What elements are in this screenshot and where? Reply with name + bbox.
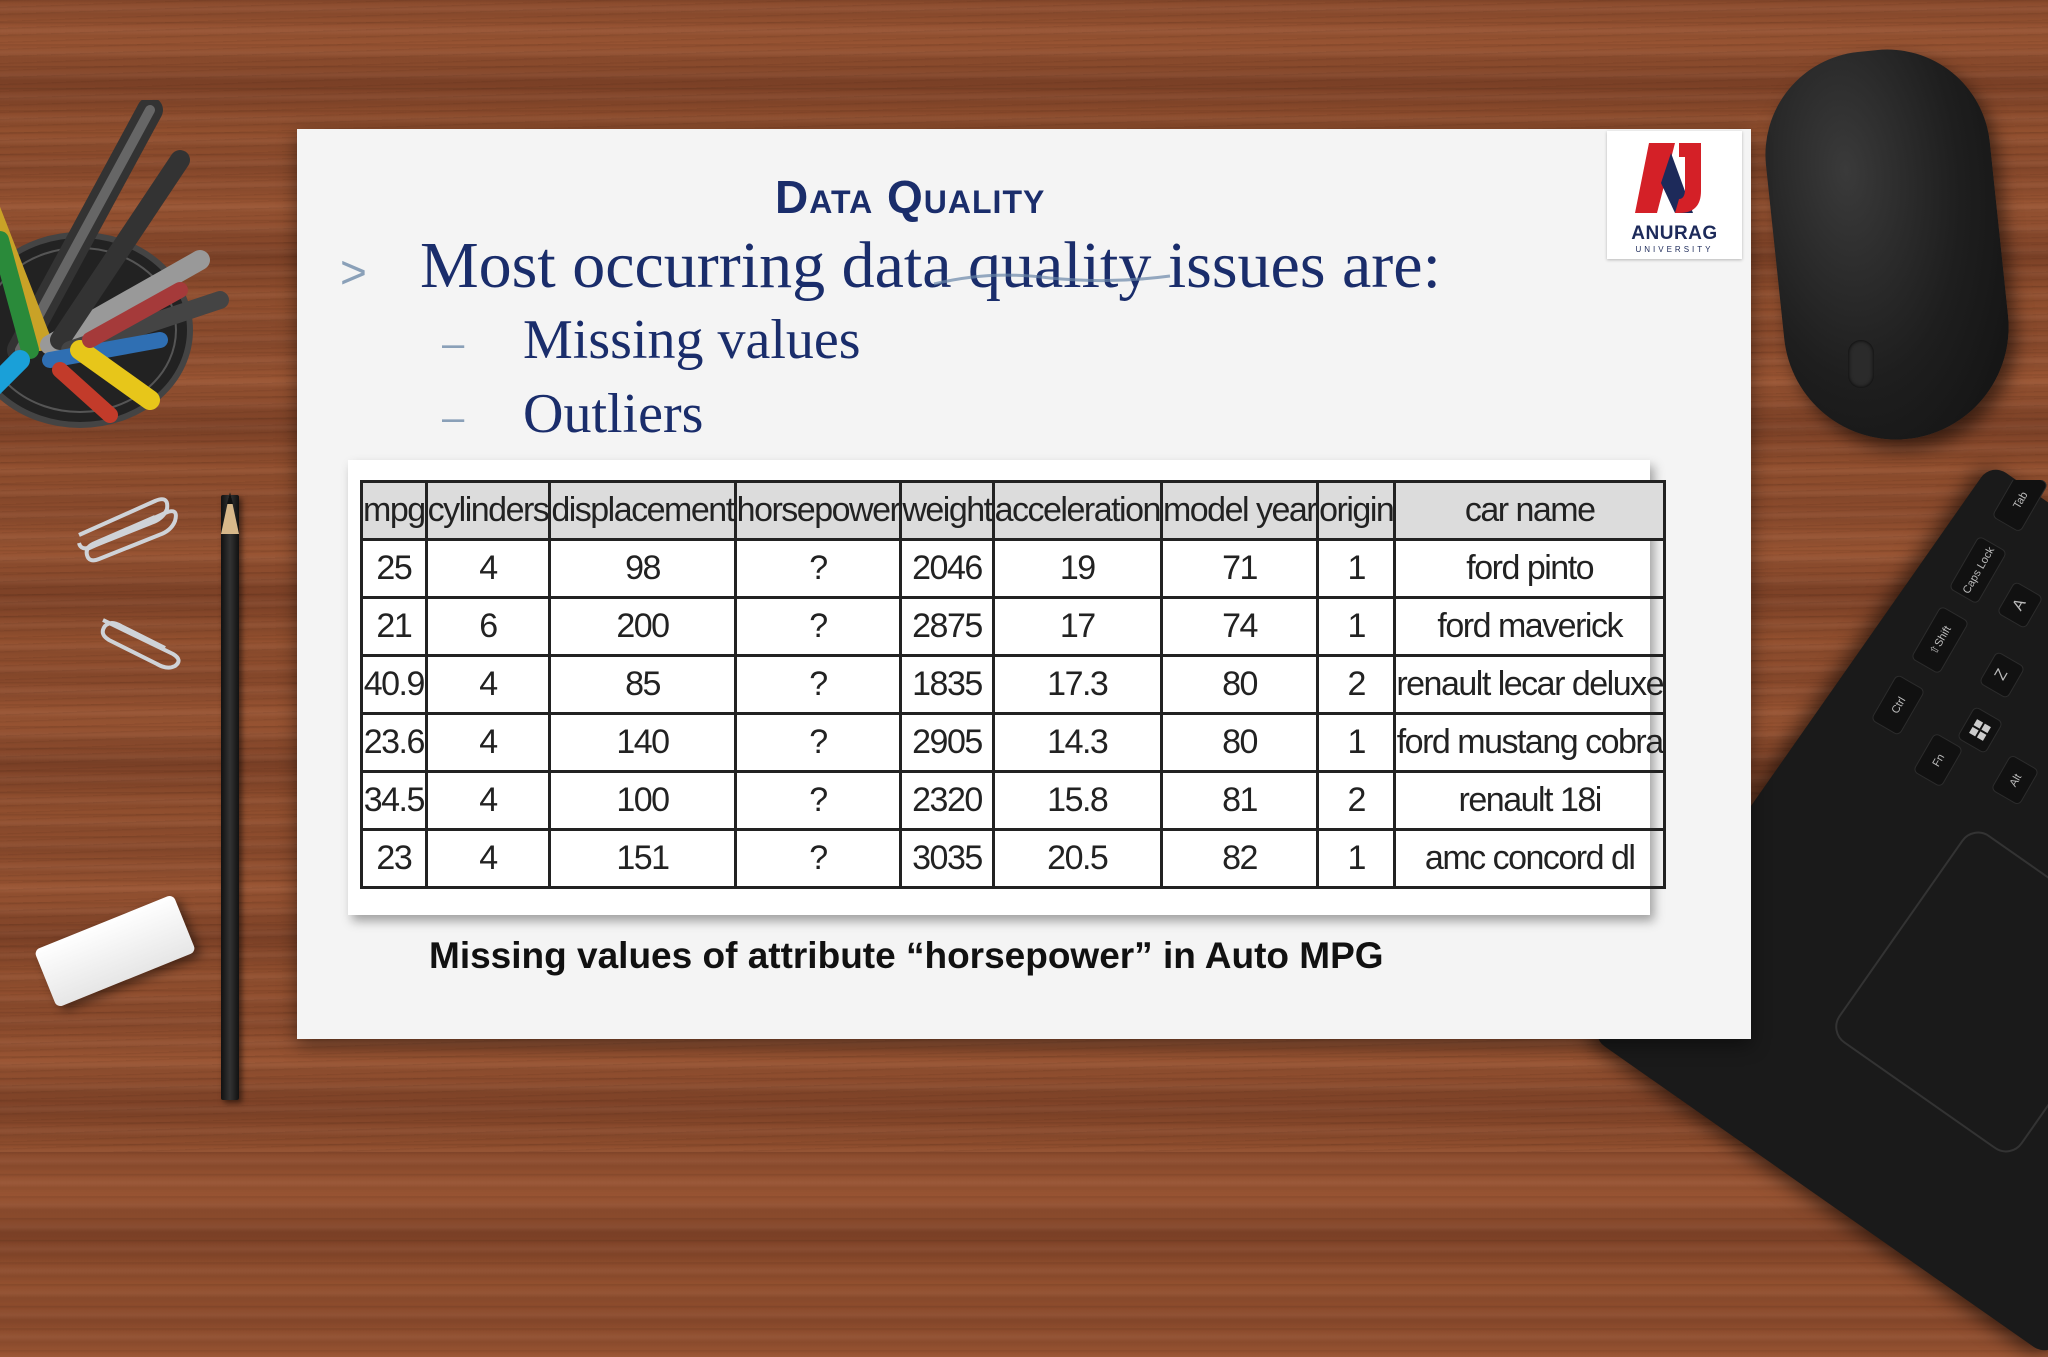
table-cell: ford pinto bbox=[1393, 538, 1667, 599]
table-header-row: mpg cylinders displacement horsepower we… bbox=[360, 480, 1667, 541]
table-cell: 4 bbox=[424, 828, 552, 889]
table-cell: 151 bbox=[548, 828, 737, 889]
auto-mpg-table: mpg cylinders displacement horsepower we… bbox=[360, 480, 1667, 889]
eraser-image bbox=[33, 894, 197, 1008]
table-cell: 20.5 bbox=[991, 828, 1163, 889]
sub-bullet-marker: – bbox=[442, 396, 465, 440]
column-header: cylinders bbox=[424, 480, 552, 541]
table-row: 21 6 200 ? 2875 17 74 1 ford maverick bbox=[360, 596, 1667, 657]
logo-name: ANURAG bbox=[1631, 223, 1718, 244]
table-cell: 1 bbox=[1316, 596, 1397, 657]
sub-bullet-missing-values: Missing values bbox=[523, 309, 861, 371]
table-cell: 2046 bbox=[899, 538, 995, 599]
sub-bullet-outliers: Outliers bbox=[523, 383, 704, 445]
table-cell: 1835 bbox=[899, 654, 995, 715]
table-cell: 1 bbox=[1316, 828, 1397, 889]
table-cell: 23 bbox=[360, 828, 428, 889]
table-cell: ford mustang cobra bbox=[1393, 712, 1667, 773]
column-header: horsepower bbox=[733, 480, 903, 541]
table-cell: 40.9 bbox=[360, 654, 428, 715]
table-cell: 1 bbox=[1316, 712, 1397, 773]
table-row: 40.9 4 85 ? 1835 17.3 80 2 renault lecar… bbox=[360, 654, 1667, 715]
mouse-scroll-wheel bbox=[1848, 340, 1874, 388]
table-cell: 21 bbox=[360, 596, 428, 657]
column-header: mpg bbox=[360, 480, 428, 541]
pen-scribble-mark bbox=[933, 273, 1171, 286]
table-cell: 19 bbox=[991, 538, 1163, 599]
table-cell: 80 bbox=[1159, 712, 1320, 773]
table-cell: 74 bbox=[1159, 596, 1320, 657]
table-cell: renault 18i bbox=[1393, 770, 1667, 831]
table-image-card: mpg cylinders displacement horsepower we… bbox=[348, 460, 1667, 915]
pencil-image bbox=[221, 495, 239, 1100]
table-cell: 100 bbox=[548, 770, 737, 831]
table-cell: ? bbox=[733, 596, 903, 657]
table-cell: ? bbox=[733, 654, 903, 715]
anurag-logo-mark bbox=[1635, 143, 1701, 213]
table-cell: 2905 bbox=[899, 712, 995, 773]
main-bullet-text: Most occurring data quality issues are: bbox=[420, 229, 1441, 302]
table-cell: ? bbox=[733, 712, 903, 773]
table-cell: 1 bbox=[1316, 538, 1397, 599]
column-header: weight bbox=[899, 480, 995, 541]
table-cell: 4 bbox=[424, 712, 552, 773]
table-cell: 3035 bbox=[899, 828, 995, 889]
table-cell: ? bbox=[733, 770, 903, 831]
table-cell: 2 bbox=[1316, 770, 1397, 831]
slide-title: Data Quality bbox=[775, 171, 1046, 223]
windows-key-icon bbox=[1969, 719, 1991, 741]
table-cell: 2 bbox=[1316, 654, 1397, 715]
table-row: 23 4 151 ? 3035 20.5 82 1 amc concord dl bbox=[360, 828, 1667, 889]
table-cell: ford maverick bbox=[1393, 596, 1667, 657]
table-cell: amc concord dl bbox=[1393, 828, 1667, 889]
table-row: 34.5 4 100 ? 2320 15.8 81 2 renault 18i bbox=[360, 770, 1667, 831]
table-row: 23.6 4 140 ? 2905 14.3 80 1 ford mustang… bbox=[360, 712, 1667, 773]
table-caption: Missing values of attribute “horsepower”… bbox=[429, 935, 1384, 976]
table-cell: 4 bbox=[424, 538, 552, 599]
paperclip-icon bbox=[77, 497, 178, 563]
paperclip-icon bbox=[100, 618, 181, 670]
column-header: origin bbox=[1316, 480, 1397, 541]
computer-mouse-image bbox=[1755, 39, 2020, 451]
table-cell: 2875 bbox=[899, 596, 995, 657]
table-cell: 17.3 bbox=[991, 654, 1163, 715]
table-row: 25 4 98 ? 2046 19 71 1 ford pinto bbox=[360, 538, 1667, 599]
table-cell: 71 bbox=[1159, 538, 1320, 599]
table-cell: 200 bbox=[548, 596, 737, 657]
table-cell: 6 bbox=[424, 596, 552, 657]
pencil-tip bbox=[221, 492, 239, 534]
table-cell: 17 bbox=[991, 596, 1163, 657]
sub-bullet-marker: – bbox=[442, 322, 465, 366]
pen-cup-image bbox=[0, 100, 229, 428]
pencil-lead bbox=[227, 492, 233, 504]
table-cell: 15.8 bbox=[991, 770, 1163, 831]
table-cell: 14.3 bbox=[991, 712, 1163, 773]
table-cell: 2320 bbox=[899, 770, 995, 831]
table-cell: 80 bbox=[1159, 654, 1320, 715]
column-header: model year bbox=[1159, 480, 1320, 541]
column-header: acceleration bbox=[991, 480, 1163, 541]
logo-subtitle: UNIVERSITY bbox=[1635, 245, 1714, 254]
bullet-marker-icon: > bbox=[340, 246, 367, 298]
key-label: Alt bbox=[2007, 772, 2024, 789]
table-cell: 4 bbox=[424, 770, 552, 831]
key-label: Fn bbox=[1930, 752, 1947, 769]
column-header: car name bbox=[1393, 480, 1667, 541]
column-header: displacement bbox=[548, 480, 737, 541]
table-cell: ? bbox=[733, 828, 903, 889]
table-cell: 81 bbox=[1159, 770, 1320, 831]
table-cell: 23.6 bbox=[360, 712, 428, 773]
table-cell: ? bbox=[733, 538, 903, 599]
table-cell: 140 bbox=[548, 712, 737, 773]
laptop-keyboard: Tab Caps Lock ⇧Shift Ctrl Fn A Z Alt bbox=[1872, 480, 2047, 804]
university-logo: ANURAG UNIVERSITY bbox=[1607, 131, 1742, 259]
table-cell: 25 bbox=[360, 538, 428, 599]
table-cell: 34.5 bbox=[360, 770, 428, 831]
table-cell: 82 bbox=[1159, 828, 1320, 889]
table-cell: 98 bbox=[548, 538, 737, 599]
table-cell: renault lecar deluxe bbox=[1393, 654, 1667, 715]
table-cell: 85 bbox=[548, 654, 737, 715]
table-cell: 4 bbox=[424, 654, 552, 715]
